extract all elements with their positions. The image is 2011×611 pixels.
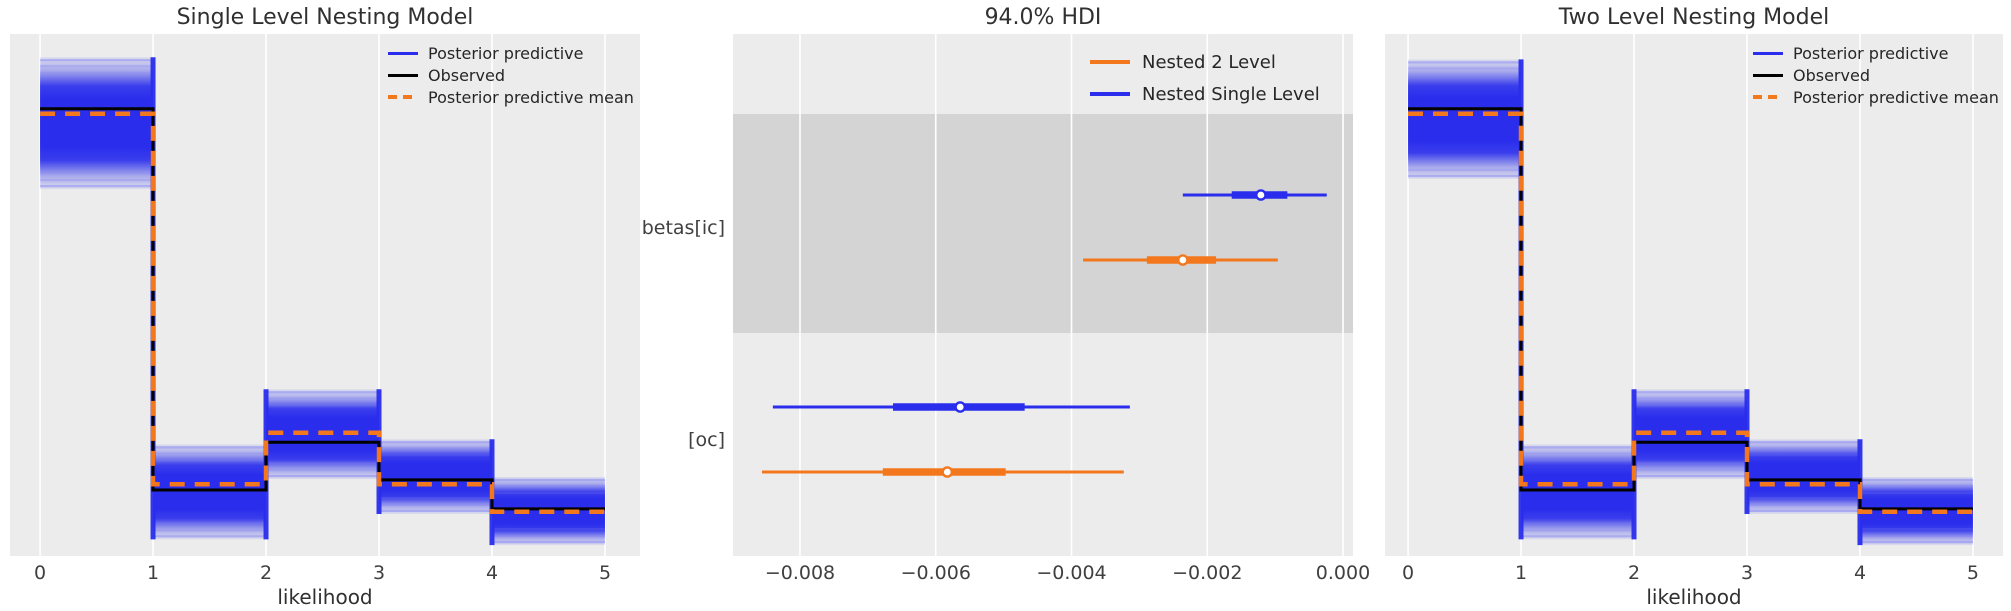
posterior-predictive-mean-step-line: [40, 111, 605, 515]
legend-label: Posterior predictive mean: [428, 87, 634, 107]
plot-title-hdi: 94.0% HDI: [984, 5, 1102, 30]
legend-line-sample: [1090, 60, 1130, 64]
y-tick-label: [oc]: [688, 429, 725, 451]
x-tick-label: 4: [485, 562, 499, 584]
shaded-row-band: [733, 114, 1353, 333]
x-tick-label: 5: [1966, 562, 1979, 584]
posterior-predictive-band: [1521, 444, 1635, 540]
x-tick-label: 0: [34, 562, 47, 584]
x-tick-label: −0.002: [1172, 562, 1243, 584]
x-tick-label: 1: [1514, 562, 1528, 584]
x-axis-label-two-level: likelihood: [1646, 585, 1742, 609]
x-tick-label: −0.008: [764, 562, 836, 584]
posterior-predictive-band: [1746, 439, 1860, 514]
legend-item: Nested Single Level: [1090, 78, 1320, 110]
ppc-chart-single-level: [39, 34, 606, 556]
legend-label: Nested 2 Level: [1142, 51, 1276, 73]
legend-label: Posterior predictive: [1793, 43, 1949, 63]
median-dot: [1255, 189, 1267, 201]
x-tick-label: 1: [146, 562, 160, 584]
forest-chart-hdi: [733, 34, 1353, 556]
median-dot: [941, 466, 954, 478]
posterior-predictive-band: [40, 57, 154, 190]
legend-line-sample: [1753, 51, 1783, 55]
legend-line-sample: [1090, 92, 1130, 96]
legend-label: Posterior predictive mean: [1793, 87, 1999, 107]
legend-label: Observed: [428, 65, 505, 85]
legend-single-level: Posterior predictive Observed Posterior pr…: [388, 42, 634, 108]
legend-item: Posterior predictive mean: [388, 86, 634, 108]
x-tick-label: 4: [1853, 562, 1867, 584]
plot-title-single-level: Single Level Nesting Model: [176, 5, 474, 30]
legend-line-sample: [388, 73, 418, 77]
plot-title-two-level: Two Level Nesting Model: [1558, 5, 1830, 30]
x-tick-label: −0.006: [900, 562, 971, 584]
legend-line-sample: [388, 51, 418, 55]
legend-item: Nested 2 Level: [1090, 46, 1320, 78]
posterior-predictive-band: [1408, 59, 1522, 179]
legend-label: Observed: [1793, 65, 1870, 85]
legend-item: Posterior predictive mean: [1753, 86, 1999, 108]
ppc-chart-two-level: [1407, 34, 1974, 556]
x-axis-label-single-level: likelihood: [277, 585, 373, 609]
posterior-predictive-mean-step-line: [1408, 111, 1973, 515]
legend-line-sample: [1753, 73, 1783, 77]
x-tick-label: 0.000: [1315, 562, 1371, 584]
y-tick-label: betas[ic]: [641, 217, 725, 239]
x-tick-label: 2: [1627, 562, 1641, 584]
legend-line-sample: [388, 95, 418, 99]
x-tick-label: 2: [259, 562, 273, 584]
x-tick-label: −0.004: [1036, 562, 1107, 584]
x-tick-label: 3: [1740, 562, 1754, 584]
legend-label: Nested Single Level: [1142, 83, 1320, 105]
posterior-predictive-band: [379, 439, 492, 514]
legend-label: Posterior predictive: [428, 43, 584, 63]
legend-item: Posterior predictive: [388, 42, 634, 64]
legend-two-level: Posterior predictive Observed Posterior pr…: [1753, 42, 1999, 108]
x-tick-label: 3: [372, 562, 386, 584]
posterior-predictive-band: [153, 444, 267, 540]
legend-hdi: Nested 2 Level Nested Single Level: [1090, 46, 1320, 110]
median-dot: [1177, 254, 1189, 266]
median-dot: [954, 401, 966, 413]
x-tick-label: 5: [598, 562, 612, 584]
legend-item: Posterior predictive: [1753, 42, 1999, 64]
x-tick-label: 0: [1401, 562, 1415, 584]
legend-item: Observed: [1753, 64, 1999, 86]
legend-item: Observed: [388, 64, 634, 86]
legend-line-sample: [1753, 95, 1783, 99]
